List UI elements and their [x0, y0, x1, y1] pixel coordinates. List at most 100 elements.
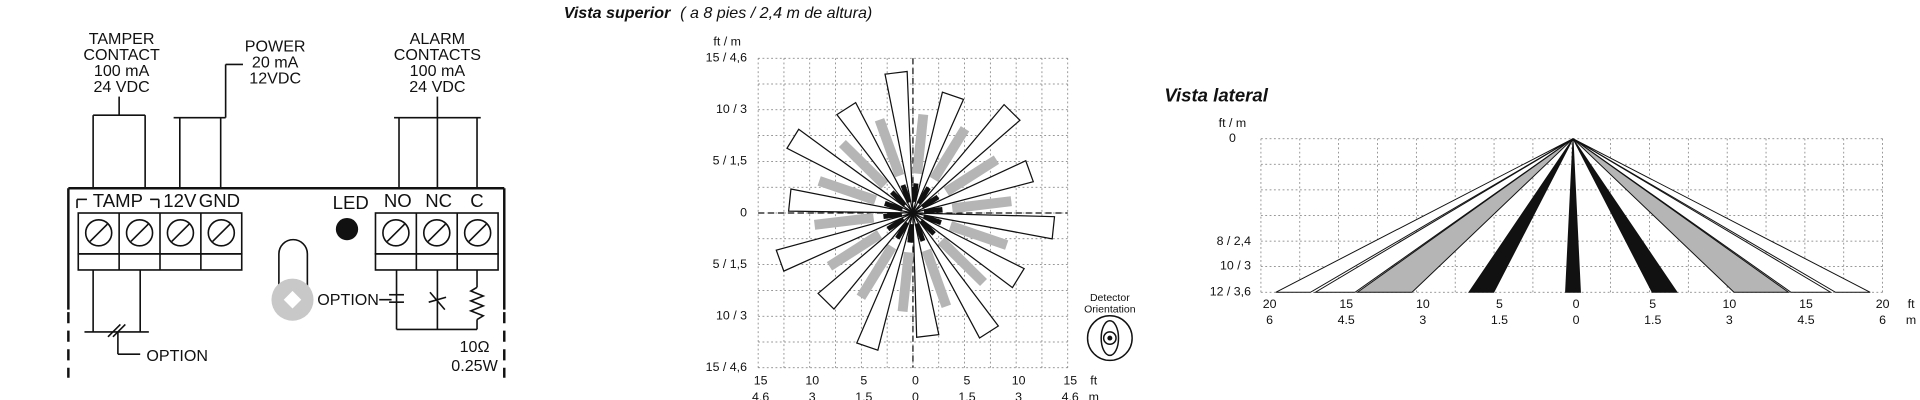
x-label: 0 — [912, 390, 919, 400]
terminal-label: NO — [384, 190, 412, 211]
zone — [1565, 138, 1581, 293]
resistor — [468, 286, 486, 321]
zone-near — [914, 222, 926, 242]
led-label: LED — [333, 192, 369, 213]
zone-mid — [874, 118, 905, 178]
zone-long — [912, 212, 940, 338]
subtitle: ( a 8 pies / 2,4 m de altura) — [680, 4, 872, 22]
terminal-label: C — [470, 190, 483, 211]
y-label: 15 / 4,6 — [706, 50, 747, 64]
x-label: m — [1089, 390, 1099, 400]
zone-near — [895, 221, 910, 240]
zone-long — [855, 212, 914, 352]
zone-near — [923, 206, 943, 215]
x-label: 20 — [1263, 297, 1277, 311]
zone-near — [883, 211, 903, 220]
detector-icon — [1102, 331, 1117, 346]
zone-near — [886, 216, 905, 232]
y-label: 0 — [740, 205, 747, 219]
x-label: 4.5 — [1338, 313, 1355, 327]
terminal-label: NC — [425, 190, 452, 211]
screw-slot — [89, 223, 108, 243]
option-label: OPTION — [317, 291, 379, 309]
terminal-label: TAMP — [93, 190, 143, 211]
zone — [1275, 138, 1574, 293]
x-label: 6 — [1879, 313, 1886, 327]
x-label: 3 — [1015, 390, 1022, 400]
zone-mid — [912, 113, 929, 175]
x-label: 0 — [1573, 297, 1580, 311]
screw-slot — [468, 223, 487, 243]
x-label: 1,5 — [958, 390, 975, 400]
switch — [429, 291, 446, 311]
alarm-label: 24 VDC — [409, 78, 465, 96]
zone-mid — [943, 155, 1000, 196]
zone-long — [912, 91, 965, 214]
y-label: 15 / 4,6 — [706, 360, 747, 374]
zone-long — [835, 101, 914, 214]
x-label: 4,6 — [752, 390, 769, 400]
orientation-label: Detector — [1090, 292, 1130, 304]
alarm-label: ALARM — [410, 30, 465, 48]
zone-long — [912, 212, 1026, 289]
x-label: 3 — [1419, 313, 1426, 327]
zone-long — [912, 103, 1021, 214]
x-label: 0 — [1573, 313, 1580, 327]
title: Vista superior — [564, 4, 671, 22]
resistor-label: 0.25W — [451, 357, 498, 375]
screw-slot — [386, 223, 406, 243]
zone-mid — [929, 126, 970, 182]
x-label: 1.5 — [1491, 313, 1508, 327]
zone — [1468, 138, 1574, 293]
power-label: POWER — [245, 37, 306, 55]
zone-mid — [948, 221, 1009, 250]
zone-mid — [838, 139, 889, 189]
zone — [1313, 138, 1574, 293]
x-label: 5 — [860, 374, 867, 388]
led — [335, 217, 359, 241]
zone-mid — [937, 237, 987, 287]
tamper-label: TAMPER — [89, 30, 155, 48]
power-label: 20 mA — [252, 53, 299, 71]
x-label: 10 — [1416, 297, 1430, 311]
zone-near — [900, 184, 912, 204]
switch — [112, 323, 126, 338]
x-label: 10 — [1012, 374, 1026, 388]
title: Vista lateral — [1164, 85, 1268, 106]
screw-slot — [427, 223, 447, 243]
x-label: 20 — [1876, 297, 1890, 311]
zone-near — [890, 190, 907, 207]
resistor-label: 10Ω — [460, 338, 490, 356]
zone-long — [775, 212, 914, 272]
x-label: m — [1906, 313, 1916, 327]
x-label: ft — [1908, 297, 1915, 311]
zone — [1572, 138, 1791, 293]
y-label: 0 — [1229, 131, 1236, 145]
switch — [107, 323, 121, 338]
x-label: 4,6 — [1062, 390, 1079, 400]
x-label: 0 — [912, 374, 919, 388]
option-label: OPTION — [146, 347, 208, 365]
power-label: 12VDC — [249, 70, 301, 88]
alarm-label: 100 mA — [410, 62, 466, 80]
zone-long — [884, 70, 914, 214]
y-label: 5 / 1,5 — [713, 154, 748, 168]
x-label: 15 — [754, 374, 768, 388]
x-label: 15 — [1339, 297, 1353, 311]
zone-mid — [897, 251, 914, 313]
zone — [1572, 138, 1678, 293]
x-label: 3 — [1726, 313, 1733, 327]
jumper — [278, 238, 309, 295]
x-label: 6 — [1266, 313, 1273, 327]
terminal-label: 12V — [163, 190, 197, 211]
y-label: 12 / 3,6 — [1210, 285, 1251, 299]
x-label: 10 — [1722, 297, 1736, 311]
zone-near — [919, 219, 936, 236]
y-label: 10 / 3 — [716, 102, 747, 116]
x-label: 1,5 — [855, 390, 872, 400]
x-label: 3 — [809, 390, 816, 400]
alarm-label: CONTACTS — [394, 46, 481, 64]
x-label: 10 — [805, 374, 819, 388]
x-label: 1.5 — [1644, 313, 1661, 327]
y-label: 10 / 3 — [716, 308, 747, 322]
